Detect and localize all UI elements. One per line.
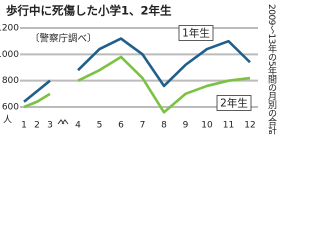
axis-break (57, 119, 69, 125)
series-line (77, 55, 251, 114)
x-tick-label: 11 (223, 121, 234, 131)
x-tick-label: 2 (34, 121, 40, 131)
x-tick-label: 8 (161, 121, 167, 131)
series-label-box (178, 25, 214, 41)
x-tick-label: 5 (97, 121, 103, 131)
y-unit: 人 (3, 115, 12, 126)
y-tick-label: 600 (2, 103, 19, 113)
series-line (23, 79, 51, 103)
chart: 歩行中に死傷した小学1、2年生 〔警察庁調べ〕 人 600 800 1000 1200… (0, 4, 258, 131)
series-label: 1年生 (182, 27, 210, 40)
chart-title: 歩行中に死傷した小学1、2年生 (6, 4, 172, 18)
x-tick-label: 6 (118, 121, 124, 131)
x-tick-label: 10 (201, 121, 213, 131)
x-tick-label: 4 (75, 121, 81, 131)
x-tick-label: 1 (21, 121, 27, 131)
x-tick-label: 7 (140, 121, 146, 131)
y-tick-label: 1000 (0, 50, 19, 60)
y-tick-label: 1200 (0, 24, 19, 34)
series-label: 2年生 (220, 97, 248, 110)
x-tick-label: 3 (47, 121, 53, 131)
series-line (77, 37, 251, 88)
series-line (23, 92, 51, 109)
x-tick-label: 9 (183, 121, 189, 131)
source: 〔警察庁調べ〕 (30, 33, 97, 45)
page: 歩行中に死傷した小学1、2年生 〔警察庁調べ〕 人 60080010001200… (0, 4, 276, 135)
series-label-box (216, 95, 252, 111)
note: 2009〜13年の5年間の月別の合計 (266, 4, 276, 135)
x-tick-label: 12 (244, 121, 255, 131)
y-tick-label: 800 (2, 76, 19, 86)
